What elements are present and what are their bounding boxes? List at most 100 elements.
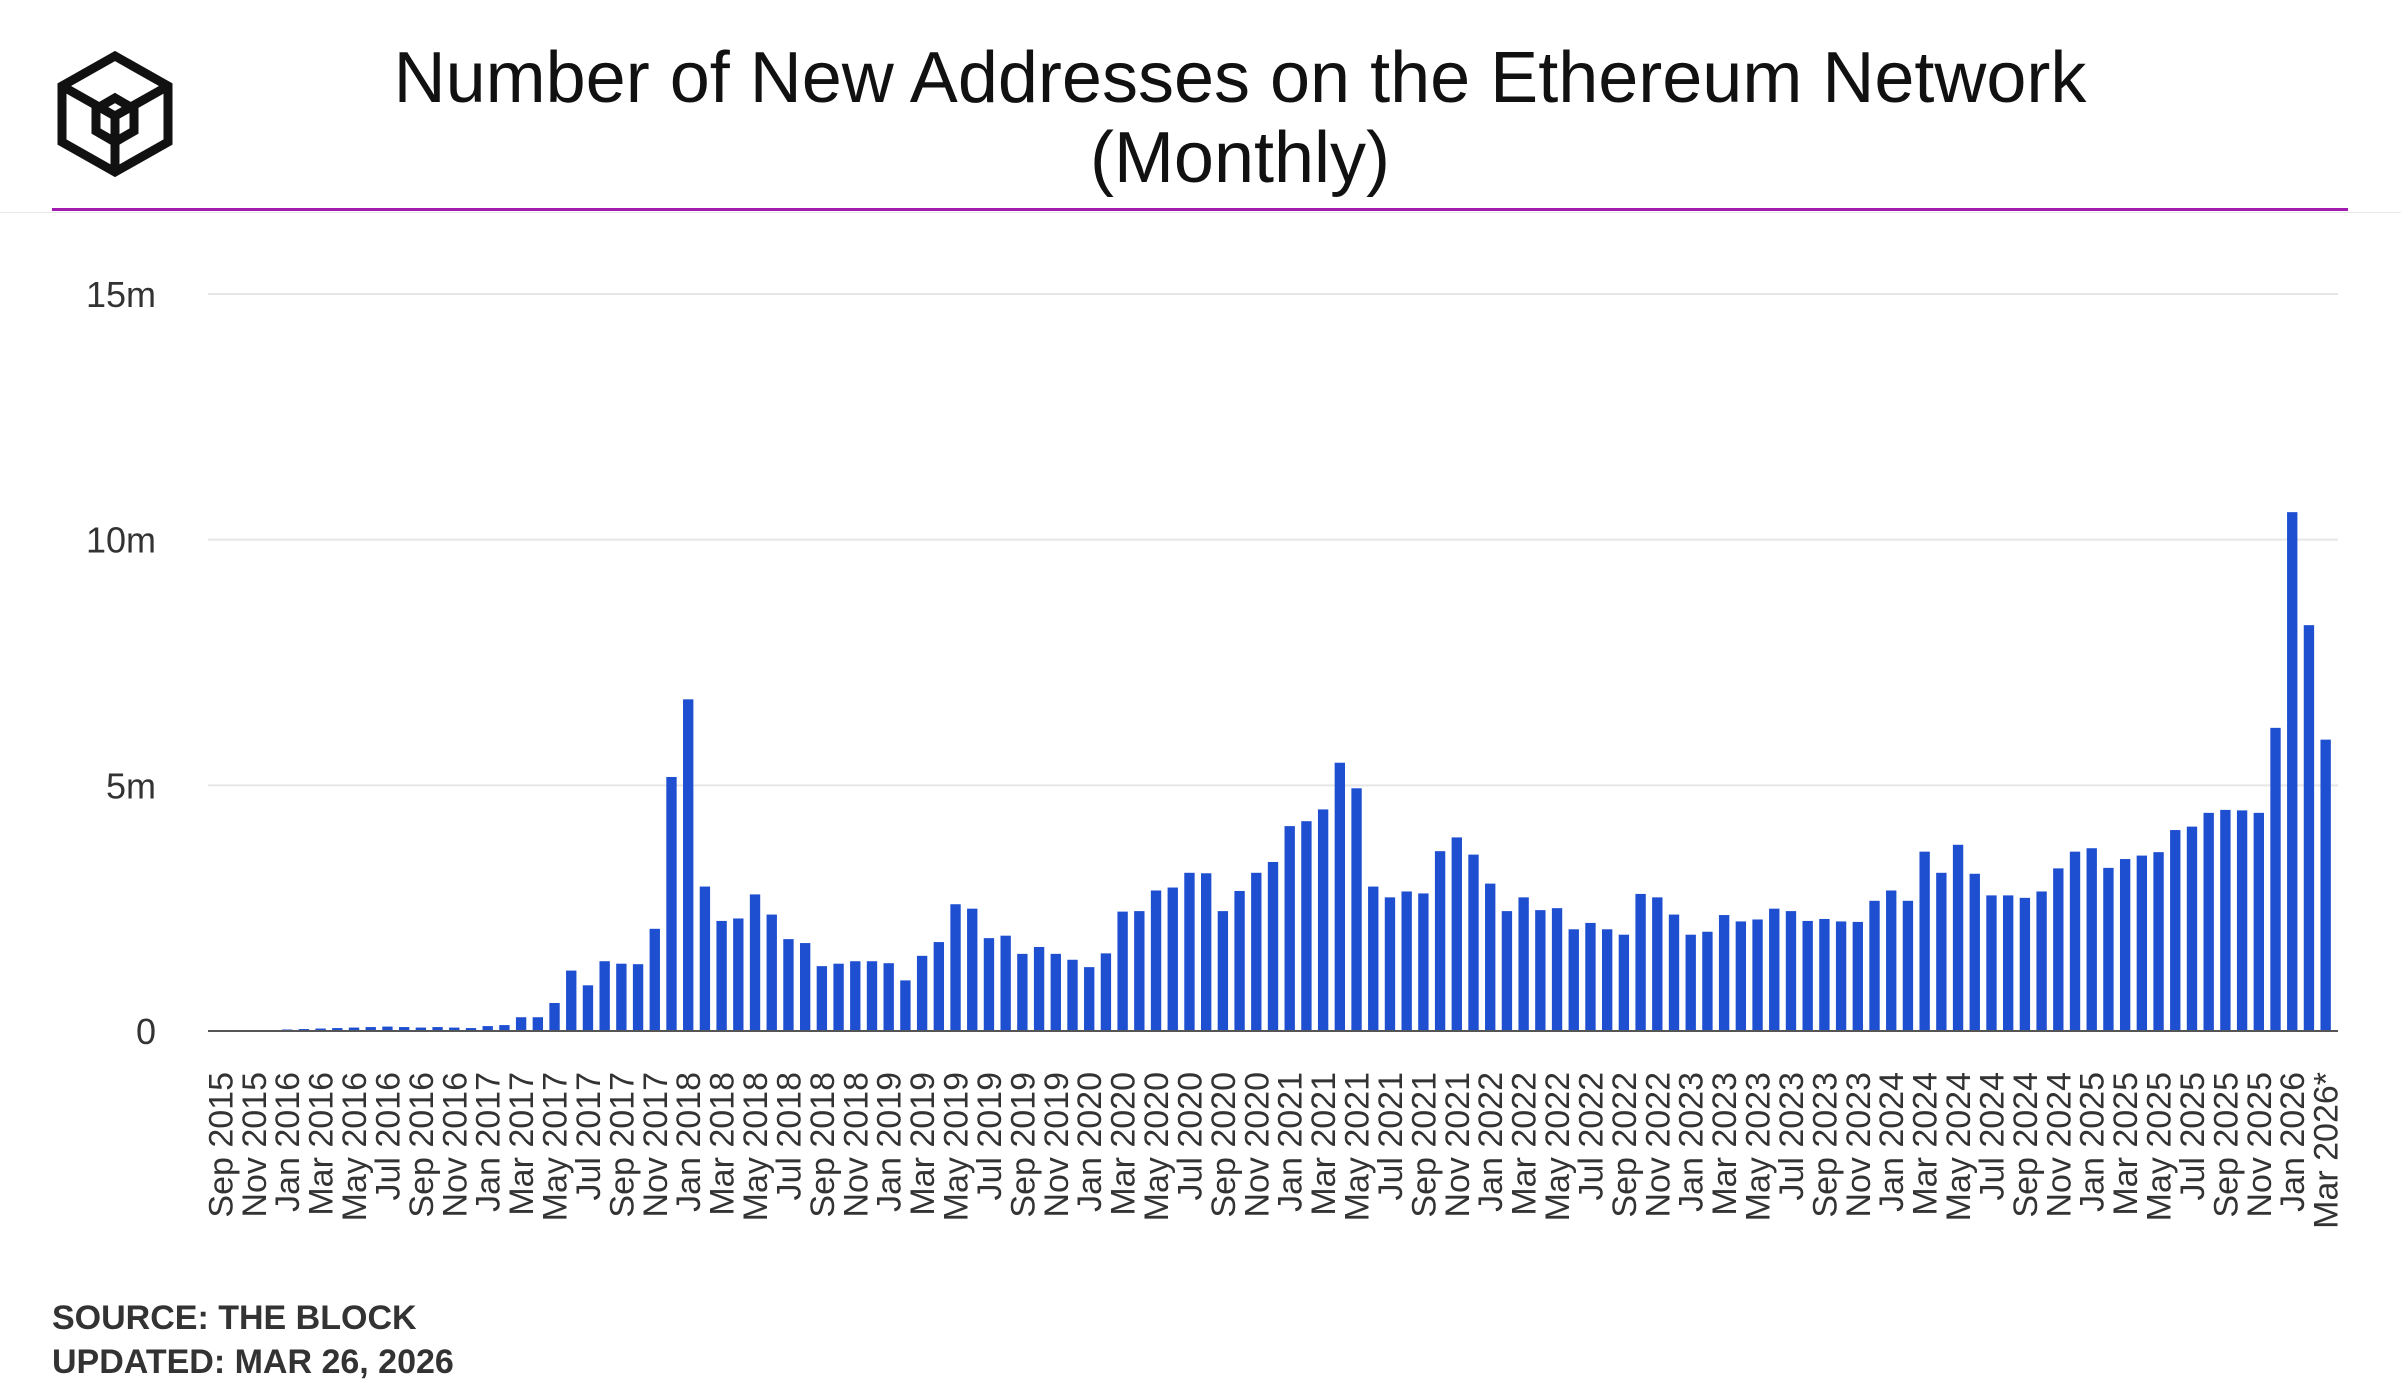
bar-jun-2022 bbox=[1568, 929, 1579, 1031]
header-divider bbox=[0, 212, 2401, 213]
bar-may-2025 bbox=[2153, 852, 2164, 1031]
grid-lines bbox=[208, 293, 2338, 787]
bar-jan-2020 bbox=[1084, 967, 1095, 1031]
bar-may-2021 bbox=[1351, 788, 1362, 1031]
bar-apr-2018 bbox=[733, 918, 744, 1031]
bar-jul-2021 bbox=[1384, 897, 1396, 1031]
x-tick-label: Jul 2022 bbox=[1572, 1072, 1610, 1201]
bar-nov-2018 bbox=[850, 961, 861, 1031]
bar-jan-2023 bbox=[1685, 934, 1696, 1031]
x-tick-label: Jul 2018 bbox=[770, 1072, 808, 1201]
bar-feb-2019 bbox=[900, 980, 911, 1031]
bar-sep-2024 bbox=[2019, 897, 2031, 1031]
x-tick-label: Mar 2020 bbox=[1105, 1072, 1143, 1216]
x-tick-label: Mar 2023 bbox=[1706, 1072, 1744, 1216]
bar-jan-2017 bbox=[482, 1026, 493, 1031]
x-tick-label: May 2023 bbox=[1740, 1072, 1778, 1221]
page-title: Number of New Addresses on the Ethereum … bbox=[240, 38, 2240, 198]
bar-dec-2016 bbox=[465, 1028, 477, 1031]
x-tick-label: Jan 2016 bbox=[269, 1072, 307, 1212]
bar-jan-2018 bbox=[683, 699, 694, 1031]
x-tick-label: Sep 2017 bbox=[603, 1072, 641, 1218]
bar-jun-2016 bbox=[365, 1027, 376, 1031]
x-tick-label: Sep 2018 bbox=[804, 1072, 842, 1218]
x-tick-label: May 2020 bbox=[1138, 1072, 1176, 1221]
bar-aug-2023 bbox=[1802, 920, 1813, 1031]
x-tick-label: Sep 2020 bbox=[1205, 1072, 1243, 1218]
bar-mar-2021 bbox=[1317, 809, 1329, 1031]
bar-may-2024 bbox=[1952, 844, 1964, 1031]
bar-feb-2020 bbox=[1100, 953, 1112, 1031]
x-tick-label: Jul 2021 bbox=[1372, 1072, 1410, 1201]
bar-mar-2023 bbox=[1718, 915, 1730, 1031]
bar-sep-2025 bbox=[2220, 809, 2231, 1031]
x-tick-label: May 2017 bbox=[537, 1072, 575, 1221]
y-tick-label: 0 bbox=[136, 1011, 156, 1052]
x-tick-label: Mar 2024 bbox=[1907, 1072, 1945, 1216]
bar-sep-2018 bbox=[816, 966, 828, 1031]
bar-dec-2020 bbox=[1267, 861, 1279, 1031]
bar-feb-2025 bbox=[2103, 867, 2114, 1031]
x-tick-label: Sep 2016 bbox=[403, 1072, 441, 1218]
x-tick-label: Jan 2026 bbox=[2274, 1072, 2312, 1212]
title-line-1: Number of New Addresses on the Ethereum … bbox=[393, 38, 2087, 118]
x-tick-label: Jan 2020 bbox=[1071, 1072, 1109, 1212]
x-tick-label: Jan 2023 bbox=[1673, 1072, 1711, 1212]
source-note: SOURCE: THE BLOCK UPDATED: MAR 26, 2026 bbox=[52, 1296, 454, 1384]
y-tick-label: 10m bbox=[86, 520, 156, 561]
logo-core-hexagon-icon bbox=[91, 92, 139, 148]
x-tick-label: Mar 2025 bbox=[2107, 1072, 2145, 1216]
bar-oct-2018 bbox=[833, 963, 844, 1031]
bar-feb-2023 bbox=[1702, 931, 1713, 1031]
bar-sep-2017 bbox=[616, 963, 627, 1031]
x-tick-label: Jul 2019 bbox=[971, 1072, 1009, 1201]
x-tick-label: Jul 2023 bbox=[1773, 1072, 1811, 1201]
bar-jul-2022 bbox=[1585, 922, 1596, 1031]
bar-jan-2025 bbox=[2086, 848, 2097, 1031]
bar-jul-2023 bbox=[1785, 911, 1797, 1031]
bar-jun-2024 bbox=[1969, 873, 1980, 1031]
bar-aug-2016 bbox=[398, 1027, 410, 1031]
bar-mar-2017 bbox=[515, 1017, 527, 1031]
bar-series bbox=[215, 512, 2331, 1031]
bar-may-2020 bbox=[1150, 890, 1162, 1031]
bar-nov-2022 bbox=[1652, 897, 1663, 1031]
title-line-2: (Monthly) bbox=[1089, 118, 1391, 198]
bar-jun-2021 bbox=[1368, 886, 1379, 1031]
bar-apr-2024 bbox=[1936, 872, 1947, 1031]
x-tick-label: May 2024 bbox=[1940, 1072, 1978, 1221]
bar-jan-2021 bbox=[1284, 826, 1295, 1031]
bar-jun-2020 bbox=[1167, 887, 1178, 1031]
bar-oct-2025 bbox=[2236, 810, 2248, 1031]
bar-mar-2024 bbox=[1919, 851, 1930, 1031]
x-tick-label: Sep 2015 bbox=[202, 1072, 240, 1218]
x-tick-label: Jul 2017 bbox=[570, 1072, 608, 1201]
bar-aug-2018 bbox=[799, 943, 811, 1031]
x-tick-label: May 2022 bbox=[1539, 1072, 1577, 1221]
x-tick-label: Mar 2018 bbox=[704, 1072, 742, 1216]
x-tick-label: Nov 2020 bbox=[1238, 1072, 1276, 1218]
bar-jun-2018 bbox=[766, 914, 777, 1031]
bar-aug-2024 bbox=[2003, 895, 2014, 1031]
x-tick-label: May 2025 bbox=[2141, 1072, 2179, 1221]
bar-oct-2016 bbox=[432, 1027, 443, 1031]
x-tick-label: Jul 2024 bbox=[1973, 1072, 2011, 1201]
bar-oct-2017 bbox=[632, 964, 644, 1031]
bar-sep-2021 bbox=[1418, 893, 1429, 1031]
bar-sep-2016 bbox=[415, 1027, 427, 1031]
bar-dec-2022 bbox=[1668, 914, 1680, 1031]
bar-nov-2017 bbox=[649, 928, 660, 1031]
x-tick-label: Sep 2021 bbox=[1405, 1072, 1443, 1218]
x-tick-label: Nov 2025 bbox=[2241, 1072, 2279, 1218]
bar-nov-2021 bbox=[1451, 837, 1462, 1031]
bar-feb-2026 bbox=[2303, 625, 2315, 1031]
bar-jan-2024 bbox=[1886, 890, 1897, 1031]
bar-sep-2023 bbox=[1819, 918, 1830, 1031]
bar-oct-2019 bbox=[1033, 946, 1045, 1031]
x-tick-label: Mar 2019 bbox=[904, 1072, 942, 1216]
bar-aug-2022 bbox=[1601, 929, 1613, 1031]
x-tick-label: Mar 2022 bbox=[1506, 1072, 1544, 1216]
title-accent-rule bbox=[52, 208, 2348, 211]
x-tick-label: Nov 2016 bbox=[436, 1072, 474, 1218]
